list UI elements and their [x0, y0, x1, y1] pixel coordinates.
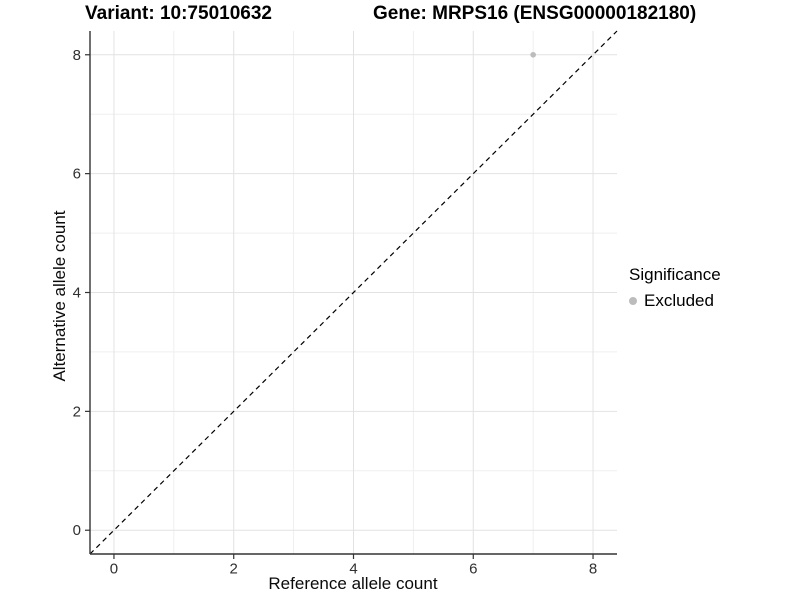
tick-label: 0 [110, 560, 118, 577]
data-point [530, 51, 536, 58]
tick-label: 6 [469, 560, 477, 577]
tick-label: 2 [73, 403, 81, 420]
tick-label: 4 [349, 560, 357, 577]
legend-title: Significance [629, 265, 721, 284]
legend-item: Excluded [629, 291, 721, 311]
legend-item-label: Excluded [644, 291, 714, 310]
legend-swatch-dot-icon [629, 297, 637, 305]
x-axis-title: Reference allele count [268, 574, 438, 593]
tick-marks [85, 54, 594, 559]
tick-label: 4 [73, 285, 81, 302]
plot-title-variant: Variant: 10:75010632 [85, 3, 272, 24]
tick-labels: 0 2 4 6 8 0 2 4 6 8 [73, 47, 598, 578]
tick-label: 8 [73, 47, 81, 64]
y-axis-title: Alternative allele count [50, 210, 69, 382]
legend: Significance Excluded [629, 265, 721, 311]
tick-label: 2 [230, 560, 238, 577]
identity-dashed-line [89, 30, 618, 555]
plot-title-gene: Gene: MRPS16 (ENSG00000182180) [373, 3, 697, 24]
tick-label: 8 [589, 560, 597, 577]
data-points [530, 51, 536, 58]
tick-label: 6 [73, 166, 81, 183]
tick-label: 0 [73, 522, 81, 539]
